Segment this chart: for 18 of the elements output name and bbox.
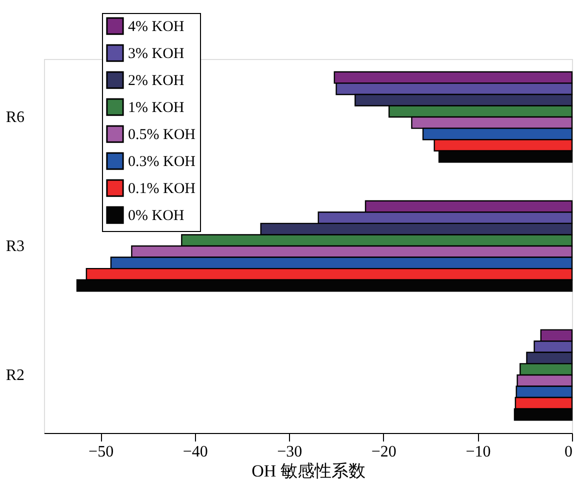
- y-tick-label: R2: [6, 366, 24, 384]
- legend-label: 3% KOH: [128, 46, 184, 62]
- x-tick-label: −20: [371, 444, 396, 460]
- y-tick-label: R3: [6, 238, 24, 255]
- x-axis-title: OH 敏感性系数: [252, 462, 366, 480]
- legend-label: 0.5% KOH: [128, 127, 196, 143]
- x-tick-label: −50: [88, 444, 114, 460]
- legend-label: 1% KOH: [128, 100, 184, 116]
- legend-label: 2% KOH: [128, 73, 184, 89]
- legend-label: 0.3% KOH: [128, 154, 196, 170]
- x-tick-label: −10: [466, 444, 491, 460]
- x-tick-label: 0: [564, 444, 572, 460]
- y-tick-label: R6: [6, 109, 24, 126]
- x-tick-label: −30: [277, 444, 302, 460]
- legend-label: 0% KOH: [128, 208, 184, 224]
- legend-label: 4% KOH: [128, 19, 184, 35]
- legend-label: 0.1% KOH: [128, 181, 196, 197]
- x-tick-label: −40: [182, 444, 208, 460]
